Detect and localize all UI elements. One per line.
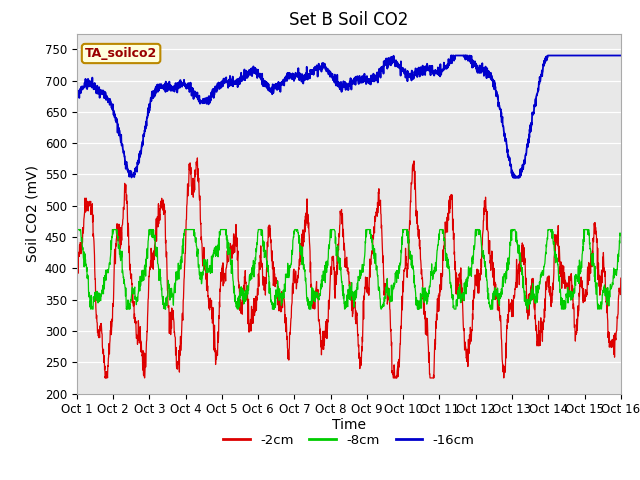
-8cm <box>324 258 332 264</box>
Line: -2cm: -2cm <box>77 158 621 378</box>
-8cm <box>101 276 109 282</box>
-8cm <box>74 227 81 232</box>
-8cm <box>602 287 609 293</box>
Line: -8cm: -8cm <box>77 229 621 309</box>
-2cm <box>100 367 108 372</box>
-8cm <box>602 293 609 299</box>
-8cm <box>338 278 346 284</box>
-8cm <box>502 270 509 276</box>
Text: TA_soilco2: TA_soilco2 <box>85 47 157 60</box>
-2cm <box>617 276 625 281</box>
X-axis label: Time: Time <box>332 418 366 432</box>
-8cm <box>87 306 95 312</box>
-2cm <box>101 375 109 381</box>
-2cm <box>502 351 509 357</box>
Legend: -2cm, -8cm, -16cm: -2cm, -8cm, -16cm <box>218 428 480 452</box>
-2cm <box>73 276 81 282</box>
-16cm <box>602 53 609 59</box>
-16cm <box>617 53 625 59</box>
-16cm <box>73 94 81 99</box>
Title: Set B Soil CO2: Set B Soil CO2 <box>289 11 408 29</box>
-16cm <box>337 82 345 88</box>
-16cm <box>100 95 108 101</box>
-2cm <box>602 281 609 287</box>
-2cm <box>324 326 332 332</box>
-8cm <box>617 232 625 238</box>
-16cm <box>509 175 517 180</box>
-16cm <box>602 53 609 59</box>
-16cm <box>447 53 455 59</box>
-2cm <box>193 155 201 161</box>
-16cm <box>323 67 331 73</box>
-16cm <box>502 137 509 143</box>
-2cm <box>602 291 609 297</box>
-8cm <box>73 229 81 235</box>
Line: -16cm: -16cm <box>77 56 621 178</box>
-2cm <box>338 218 346 224</box>
Y-axis label: Soil CO2 (mV): Soil CO2 (mV) <box>25 165 39 262</box>
